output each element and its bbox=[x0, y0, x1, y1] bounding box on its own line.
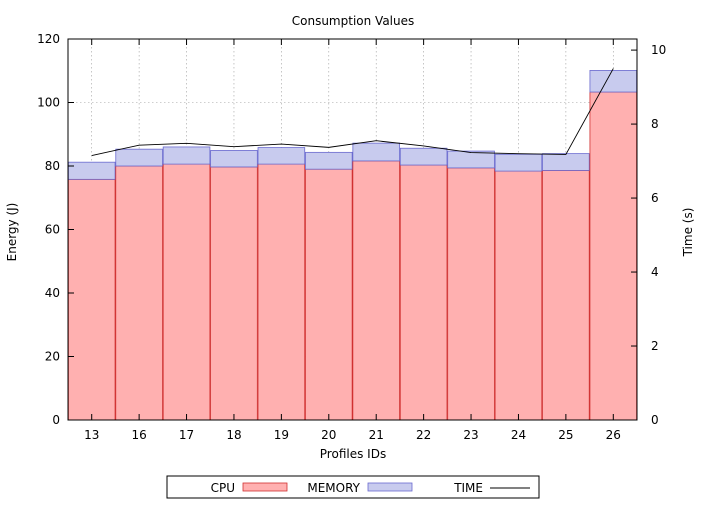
x-tick-label: 13 bbox=[84, 428, 99, 442]
y2-tick-label: 0 bbox=[651, 413, 659, 427]
legend-swatch-cpu bbox=[243, 483, 287, 491]
bar-memory-25 bbox=[543, 154, 590, 171]
legend-swatch-memory bbox=[368, 483, 412, 491]
y2-tick-label: 6 bbox=[651, 191, 659, 205]
bar-cpu-24 bbox=[495, 171, 542, 420]
x-tick-label: 22 bbox=[416, 428, 431, 442]
y-tick-label: 0 bbox=[52, 413, 60, 427]
x-tick-label: 24 bbox=[511, 428, 526, 442]
bar-cpu-18 bbox=[211, 167, 258, 420]
y-tick-label: 80 bbox=[45, 159, 60, 173]
bar-cpu-23 bbox=[448, 168, 495, 420]
chart-title: Consumption Values bbox=[292, 14, 415, 28]
bar-memory-26 bbox=[590, 70, 637, 92]
time-line bbox=[92, 69, 614, 156]
legend-label-memory: MEMORY bbox=[307, 481, 360, 495]
legend-label-cpu: CPU bbox=[211, 481, 235, 495]
y2-tick-label: 8 bbox=[651, 117, 659, 131]
bar-memory-21 bbox=[353, 143, 400, 161]
bar-memory-22 bbox=[400, 148, 447, 165]
x-tick-label: 18 bbox=[226, 428, 241, 442]
bar-cpu-13 bbox=[68, 179, 115, 420]
bar-cpu-19 bbox=[258, 164, 305, 420]
x-tick-label: 21 bbox=[369, 428, 384, 442]
bar-cpu-22 bbox=[400, 165, 447, 420]
x-tick-label: 17 bbox=[179, 428, 194, 442]
x-tick-label: 19 bbox=[274, 428, 289, 442]
x-tick-label: 16 bbox=[131, 428, 146, 442]
y-tick-label: 60 bbox=[45, 223, 60, 237]
bar-cpu-21 bbox=[353, 161, 400, 420]
x-tick-label: 26 bbox=[606, 428, 621, 442]
bars-layer bbox=[68, 70, 636, 420]
y2-tick-label: 10 bbox=[651, 43, 666, 57]
bar-cpu-20 bbox=[305, 169, 352, 420]
bar-cpu-25 bbox=[543, 170, 590, 420]
y-tick-label: 100 bbox=[37, 96, 60, 110]
x-axis-label: Profiles IDs bbox=[320, 447, 386, 461]
line-layer bbox=[92, 69, 614, 156]
bar-cpu-26 bbox=[590, 92, 637, 420]
x-tick-label: 23 bbox=[463, 428, 478, 442]
x-tick-label: 25 bbox=[558, 428, 573, 442]
y-tick-label: 20 bbox=[45, 350, 60, 364]
bar-memory-18 bbox=[211, 150, 258, 167]
bar-memory-24 bbox=[495, 154, 542, 171]
bar-memory-13 bbox=[68, 162, 115, 179]
legend-label-time: TIME bbox=[453, 481, 483, 495]
bar-cpu-16 bbox=[116, 166, 163, 420]
bar-cpu-17 bbox=[163, 164, 210, 420]
x-tick-label: 20 bbox=[321, 428, 336, 442]
y2-tick-label: 2 bbox=[651, 339, 659, 353]
bar-memory-16 bbox=[116, 149, 163, 166]
bar-memory-20 bbox=[305, 152, 352, 169]
y-axis-label: Energy (J) bbox=[5, 203, 19, 262]
legend: CPU MEMORY TIME bbox=[167, 476, 539, 498]
bar-memory-23 bbox=[448, 151, 495, 168]
bar-memory-17 bbox=[163, 147, 210, 164]
y-tick-label: 40 bbox=[45, 286, 60, 300]
y-tick-label: 120 bbox=[37, 32, 60, 46]
bar-memory-19 bbox=[258, 148, 305, 165]
y2-axis-label: Time (s) bbox=[681, 208, 695, 258]
y2-tick-label: 4 bbox=[651, 265, 659, 279]
